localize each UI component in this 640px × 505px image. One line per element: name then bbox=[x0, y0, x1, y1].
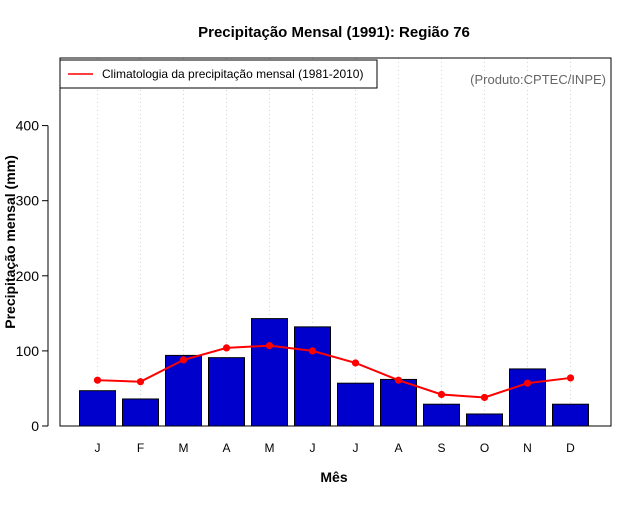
x-tick-label: J bbox=[95, 441, 101, 455]
legend: Climatologia da precipitação mensal (198… bbox=[59, 59, 378, 89]
bar-3 bbox=[165, 354, 202, 427]
y-tick-label: 0 bbox=[31, 418, 39, 434]
climatology-point-12 bbox=[566, 374, 575, 382]
y-axis-label: Precipitação mensal (mm) bbox=[2, 155, 18, 329]
x-tick-label: N bbox=[523, 441, 532, 455]
x-tick-label: J bbox=[310, 441, 316, 455]
climatology-point-11 bbox=[523, 379, 532, 387]
x-tick-label: S bbox=[437, 441, 445, 455]
bar-2 bbox=[122, 398, 159, 427]
line-layer bbox=[93, 342, 575, 402]
x-tick-label: A bbox=[394, 441, 402, 455]
grid-layer bbox=[97, 58, 571, 426]
y-tick-label: 300 bbox=[16, 193, 40, 209]
x-tick-label: M bbox=[265, 441, 275, 455]
y-tick-label: 400 bbox=[16, 118, 40, 134]
climatology-point-3 bbox=[179, 356, 188, 364]
bar-11 bbox=[509, 368, 546, 427]
x-tick-label: O bbox=[480, 441, 489, 455]
climatology-point-6 bbox=[308, 347, 317, 355]
legend-label: Climatologia da precipitação mensal (198… bbox=[102, 67, 363, 81]
x-tick-label: J bbox=[353, 441, 359, 455]
x-tick-label: D bbox=[566, 441, 575, 455]
climatology-point-5 bbox=[265, 342, 274, 350]
climatology-point-2 bbox=[136, 378, 145, 386]
climatology-line bbox=[97, 344, 571, 399]
climatology-point-7 bbox=[351, 359, 360, 367]
climatology-point-1 bbox=[93, 376, 102, 384]
bar-7 bbox=[337, 382, 374, 427]
bar-10 bbox=[466, 413, 503, 427]
bar-12 bbox=[552, 403, 589, 427]
bar-8 bbox=[380, 378, 417, 427]
bar-1 bbox=[79, 390, 116, 427]
source-annotation: (Produto:CPTEC/INPE) bbox=[470, 72, 606, 87]
legend-box bbox=[59, 59, 378, 89]
x-tick-label: F bbox=[137, 441, 144, 455]
bar-6 bbox=[294, 326, 331, 427]
bar-9 bbox=[423, 403, 460, 427]
bar-layer bbox=[79, 318, 589, 427]
bar-4 bbox=[208, 357, 245, 427]
chart-title: Precipitação Mensal (1991): Região 76 bbox=[198, 24, 470, 41]
y-tick-label: 100 bbox=[16, 343, 40, 359]
climatology-point-10 bbox=[480, 393, 489, 402]
climatology-point-9 bbox=[437, 390, 446, 399]
axis-layer: 0 100 200 300 400 J F M A M J J A S O N D bbox=[16, 118, 576, 455]
bar-5 bbox=[251, 318, 288, 427]
climatology-point-8 bbox=[394, 376, 403, 384]
y-tick-label: 200 bbox=[16, 268, 40, 284]
climatology-point-4 bbox=[222, 344, 231, 352]
x-tick-label: A bbox=[222, 441, 230, 455]
x-tick-label: M bbox=[179, 441, 189, 455]
x-axis-label: Mês bbox=[320, 469, 347, 485]
plot-frame bbox=[59, 57, 612, 427]
